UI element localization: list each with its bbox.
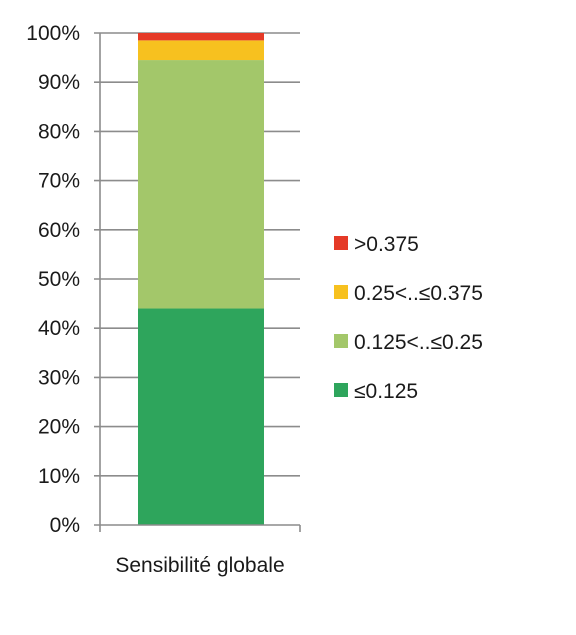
- y-tick-label: 40%: [38, 317, 80, 340]
- y-tick-label: 80%: [38, 120, 80, 143]
- bar-segments: [138, 33, 264, 525]
- legend-swatch: [334, 285, 348, 299]
- y-tick-label: 60%: [38, 219, 80, 242]
- legend-label: >0.375: [354, 233, 419, 256]
- legend-label: 0.25<..≤0.375: [354, 282, 483, 305]
- y-tick-label: 0%: [50, 514, 80, 537]
- y-tick-label: 100%: [26, 22, 80, 45]
- bar-segment: [138, 40, 264, 61]
- y-tick-label: 50%: [38, 268, 80, 291]
- legend-swatch: [334, 383, 348, 397]
- y-tick-label: 30%: [38, 366, 80, 389]
- bar-segment: [138, 308, 264, 525]
- y-tick-label: 10%: [38, 465, 80, 488]
- legend: >0.375 0.25<..≤0.375 0.125<..≤0.25 ≤0.125: [334, 233, 483, 403]
- y-axis-tick-labels: 0% 10% 20% 30% 40% 50% 60% 70% 80% 90% 100%: [26, 22, 80, 537]
- bar-segment: [138, 60, 264, 309]
- legend-label: 0.125<..≤0.25: [354, 331, 483, 354]
- category-label: Sensibilité globale: [115, 554, 284, 577]
- legend-label: ≤0.125: [354, 380, 418, 403]
- x-axis-tick-marks: [99, 525, 301, 532]
- y-tick-label: 20%: [38, 416, 80, 439]
- y-tick-label: 70%: [38, 170, 80, 193]
- legend-swatch: [334, 236, 348, 250]
- bar-segment: [138, 33, 264, 41]
- y-tick-label: 90%: [38, 71, 80, 94]
- legend-swatch: [334, 334, 348, 348]
